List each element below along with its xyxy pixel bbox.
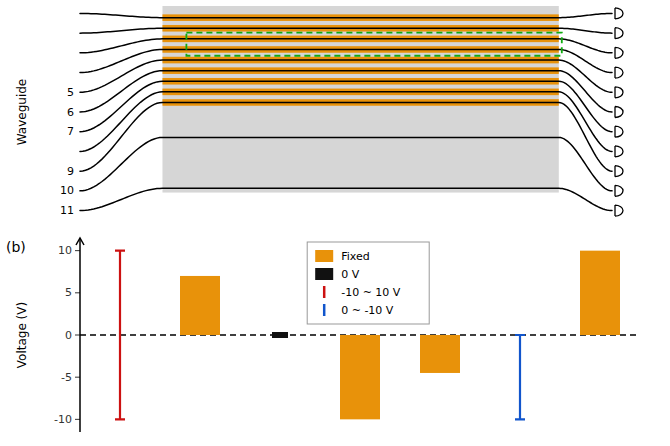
detector	[615, 205, 623, 216]
y-tick-label: -5	[61, 371, 72, 384]
range-indicator	[115, 251, 125, 420]
legend-swatch	[315, 268, 333, 280]
legend-entry: 0 ~ -10 V	[341, 304, 394, 317]
highlight-box	[186, 33, 561, 56]
waveguide-label: 10	[60, 184, 74, 197]
waveguide	[80, 188, 612, 210]
legend-entry: Fixed	[341, 250, 370, 263]
waveguide	[80, 13, 612, 17]
y-tick-label: -10	[54, 413, 72, 426]
y-axis-arrow	[76, 238, 84, 245]
legend: Fixed 0 V -10 ~ 10 V 0 ~ -10 V	[307, 242, 429, 324]
y-tick-label: 0	[65, 329, 72, 342]
detector	[615, 67, 623, 78]
legend-swatch	[323, 304, 326, 316]
axis-label: Waveguide	[15, 79, 29, 146]
waveguide	[80, 81, 612, 131]
waveguide-label: 6	[67, 106, 74, 119]
detector	[615, 185, 623, 196]
device-region	[162, 6, 558, 193]
axis-label: Voltage (V)	[15, 302, 29, 368]
detector	[615, 126, 623, 137]
legend-entry: 0 V	[341, 268, 359, 281]
legend-frame	[307, 242, 429, 324]
y-tick-label: 10	[58, 244, 72, 257]
detector	[615, 8, 623, 19]
waveguide	[80, 137, 612, 190]
panel-label: (b)	[6, 239, 26, 255]
detector	[615, 146, 623, 157]
detector	[615, 47, 623, 58]
bar	[180, 276, 220, 335]
waveguide-label: 7	[67, 125, 74, 138]
bar	[340, 335, 380, 419]
y-tick-label: 5	[65, 286, 72, 299]
bar	[580, 251, 620, 335]
waveguide	[80, 92, 612, 152]
waveguide	[80, 49, 612, 72]
figure: 5 6 7 9 10 11 Waveguide -10 -5 0 5 10 Voltage (V) (b)…	[0, 0, 670, 446]
bar	[272, 332, 288, 338]
legend-entry: -10 ~ 10 V	[341, 286, 401, 299]
waveguide	[80, 60, 612, 92]
waveguide-label: 5	[67, 86, 74, 99]
bar	[420, 335, 460, 373]
detector	[615, 28, 623, 39]
legend-swatch	[323, 286, 326, 298]
waveguide	[80, 39, 612, 53]
schematic-panel: 5 6 7 9 10 11 Waveguide	[15, 6, 623, 217]
y-axis	[79, 238, 81, 432]
waveguide-label: 9	[67, 165, 74, 178]
detector	[615, 166, 623, 177]
waveguide-label: 11	[60, 204, 74, 217]
detector	[615, 107, 623, 118]
legend-swatch	[315, 250, 333, 262]
bar-panel: -10 -5 0 5 10 Voltage (V) (b) Fixed 0 V -10 ~ 10 …	[6, 238, 640, 432]
range-indicator	[515, 335, 525, 419]
detector	[615, 87, 623, 98]
